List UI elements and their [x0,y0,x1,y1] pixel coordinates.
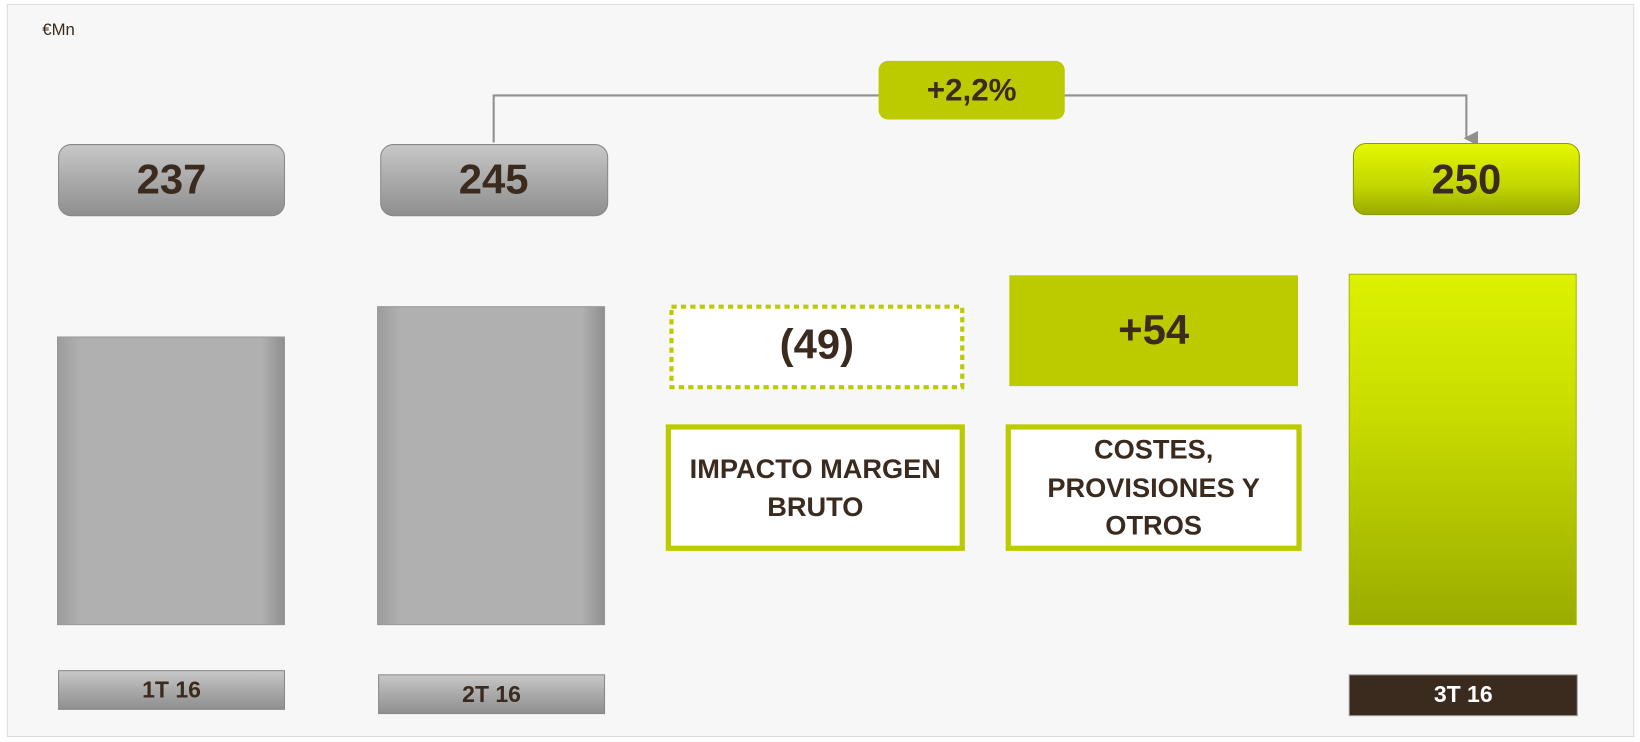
value-pill [1352,142,1580,216]
step-label: IMPACTO MARGEN BRUTO [689,452,941,523]
step-label-holder: COSTES, PROVISIONES Y OTROS [1047,433,1260,542]
period-box [1348,674,1578,717]
step-label-box [665,424,965,551]
value-label: 245 [459,155,529,202]
change-label: +2,2% [927,73,1017,108]
bar [57,336,286,626]
step-value: +54 [1118,306,1190,353]
period-label: 3T 16 [1434,681,1493,707]
step-label-box [1005,424,1302,551]
period-label: 2T 16 [462,681,521,707]
value-pill [58,144,286,217]
step-label-holder: IMPACTO MARGEN BRUTO [689,452,941,523]
unit: €Mn [42,20,75,39]
value-label: 250 [1431,155,1501,202]
change-badge [878,60,1065,120]
period-label: 1T 16 [142,677,201,703]
period-box [58,670,286,710]
period-box [378,674,606,715]
value-pill [380,144,609,217]
value-label: 237 [137,155,207,202]
step-box [1009,275,1298,387]
step-box [669,304,965,390]
bar [1348,273,1577,626]
step-value: (49) [780,321,854,368]
bar [377,306,606,626]
step-label: COSTES, PROVISIONES Y OTROS [1047,433,1260,542]
